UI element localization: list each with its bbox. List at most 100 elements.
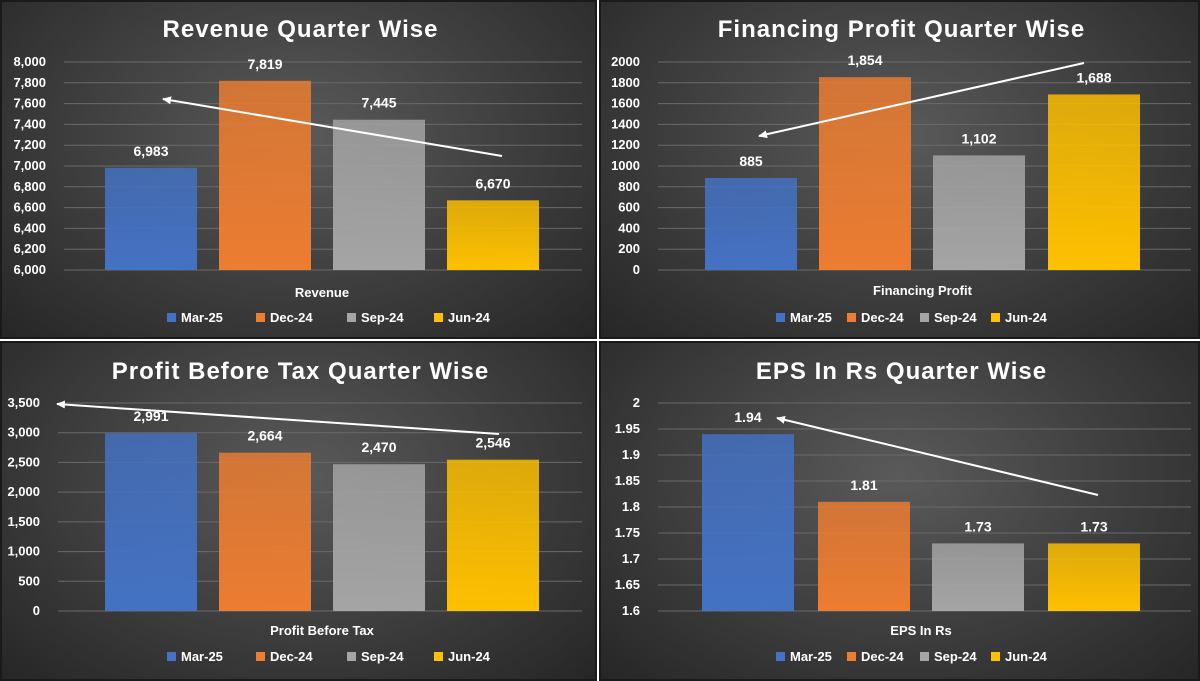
legend-swatch (776, 313, 785, 322)
y-tick-label: 1.85 (615, 473, 640, 488)
y-tick-label: 7,000 (13, 158, 46, 173)
y-tick-label: 1,000 (7, 544, 40, 559)
data-label: 1,688 (1076, 69, 1111, 85)
y-tick-label: 1600 (611, 96, 640, 111)
legend-swatch (991, 313, 1000, 322)
y-tick-label: 7,600 (13, 96, 46, 111)
data-label: 7,819 (247, 56, 282, 72)
y-tick-label: 400 (618, 220, 640, 235)
legend-item-jun-24: Jun-24 (448, 649, 491, 664)
y-tick-label: 1400 (611, 116, 640, 131)
data-label: 7,445 (361, 95, 396, 111)
y-tick-label: 0 (633, 262, 640, 277)
data-label: 1.73 (1080, 518, 1107, 534)
y-tick-label: 500 (18, 573, 40, 588)
y-tick-label: 3,000 (7, 425, 40, 440)
data-label: 1.81 (850, 477, 877, 493)
y-tick-label: 6,600 (13, 200, 46, 215)
y-tick-label: 800 (618, 179, 640, 194)
bar-mar-25 (105, 433, 197, 611)
y-tick-label: 1.75 (615, 525, 640, 540)
bar-dec-24 (219, 452, 311, 611)
y-tick-label: 1200 (611, 137, 640, 152)
y-tick-label: 2000 (611, 54, 640, 69)
y-tick-label: 1.65 (615, 577, 640, 592)
legend-item-mar-25: Mar-25 (790, 649, 832, 664)
data-label: 2,470 (361, 439, 396, 455)
profit-before-tax-chart-svg: Profit Before Tax Quarter Wise 0 500 1,000 1… (7, 358, 582, 664)
legend-swatch (847, 652, 856, 661)
trend-arrow (162, 96, 503, 157)
legend-item-mar-25: Mar-25 (181, 310, 223, 325)
legend-item-dec-24: Dec-24 (270, 649, 313, 664)
bar-sep-24 (333, 119, 425, 270)
revenue-chart-panel: Revenue Quarter Wise 6,000 6,200 6,400 6,600… (0, 0, 597, 339)
y-tick-label: 200 (618, 241, 640, 256)
legend-swatch (920, 313, 929, 322)
bar-jun-24 (447, 459, 539, 611)
data-label: 2,664 (247, 428, 282, 444)
financing-profit-chart-svg: Financing Profit Quarter Wise 0 200 400 600 8… (611, 16, 1191, 325)
y-tick-label: 2,500 (7, 454, 40, 469)
y-tick-label: 1.6 (622, 603, 640, 618)
legend-swatch (991, 652, 1000, 661)
legend-item-mar-25: Mar-25 (790, 310, 832, 325)
y-tick-label: 6,000 (13, 262, 46, 277)
legend-item-dec-24: Dec-24 (270, 310, 313, 325)
y-tick-label: 6,800 (13, 179, 46, 194)
y-tick-label: 6,200 (13, 241, 46, 256)
legend-item-sep-24: Sep-24 (934, 310, 977, 325)
bar-dec-24 (818, 501, 910, 611)
legend-swatch (434, 313, 443, 322)
y-tick-label: 2 (633, 395, 640, 410)
legend-item-dec-24: Dec-24 (861, 649, 904, 664)
y-tick-label: 1.95 (615, 421, 640, 436)
legend-swatch (434, 652, 443, 661)
legend-swatch (347, 313, 356, 322)
y-tick-label: 1.8 (622, 499, 640, 514)
legend-item-sep-24: Sep-24 (361, 649, 404, 664)
y-tick-label: 1800 (611, 75, 640, 90)
legend-item-jun-24: Jun-24 (1005, 310, 1048, 325)
legend-item-jun-24: Jun-24 (1005, 649, 1048, 664)
y-tick-label: 1000 (611, 158, 640, 173)
legend-swatch (167, 313, 176, 322)
y-tick-label: 6,400 (13, 220, 46, 235)
y-tick-label: 3,500 (7, 395, 40, 410)
eps-chart-svg: EPS In Rs Quarter Wise1.61.651.71.751.81… (615, 358, 1191, 664)
bar-jun-24 (1048, 543, 1140, 611)
bar-dec-24 (819, 77, 911, 271)
legend-swatch (920, 652, 929, 661)
eps-chart-title: EPS In Rs Quarter Wise (756, 358, 1047, 385)
legend-swatch (847, 313, 856, 322)
y-tick-label: 1.9 (622, 447, 640, 462)
x-axis-category-label: EPS In Rs (890, 623, 951, 638)
legend-item-jun-24: Jun-24 (448, 310, 491, 325)
data-label: 885 (739, 153, 763, 169)
trend-arrow (758, 62, 1085, 139)
legend-swatch (256, 313, 265, 322)
data-label: 1.73 (964, 518, 991, 534)
legend-item-mar-25: Mar-25 (181, 649, 223, 664)
data-label: 2,546 (475, 435, 510, 451)
revenue-chart-title: Revenue Quarter Wise (163, 16, 439, 43)
y-tick-label: 600 (618, 200, 640, 215)
y-tick-label: 1.7 (622, 551, 640, 566)
bar-sep-24 (333, 464, 425, 611)
data-label: 1,854 (847, 52, 882, 68)
financing-profit-chart-title: Financing Profit Quarter Wise (718, 16, 1086, 43)
bar-sep-24 (932, 543, 1024, 611)
y-tick-label: 7,800 (13, 75, 46, 90)
eps-chart-panel: EPS In Rs Quarter Wise 1.6 1.65 1.7 1.75 1.8 1… (599, 341, 1200, 681)
x-axis-category-label: Financing Profit (873, 283, 973, 298)
trend-arrow (56, 400, 500, 435)
data-label: 6,670 (475, 175, 510, 191)
legend-swatch (167, 652, 176, 661)
y-tick-label: 7,200 (13, 137, 46, 152)
y-tick-label: 0 (33, 603, 40, 618)
bar-dec-24 (219, 80, 311, 270)
x-axis-category-label: Profit Before Tax (270, 623, 375, 638)
bar-mar-25 (702, 434, 794, 611)
bar-mar-25 (705, 177, 797, 270)
